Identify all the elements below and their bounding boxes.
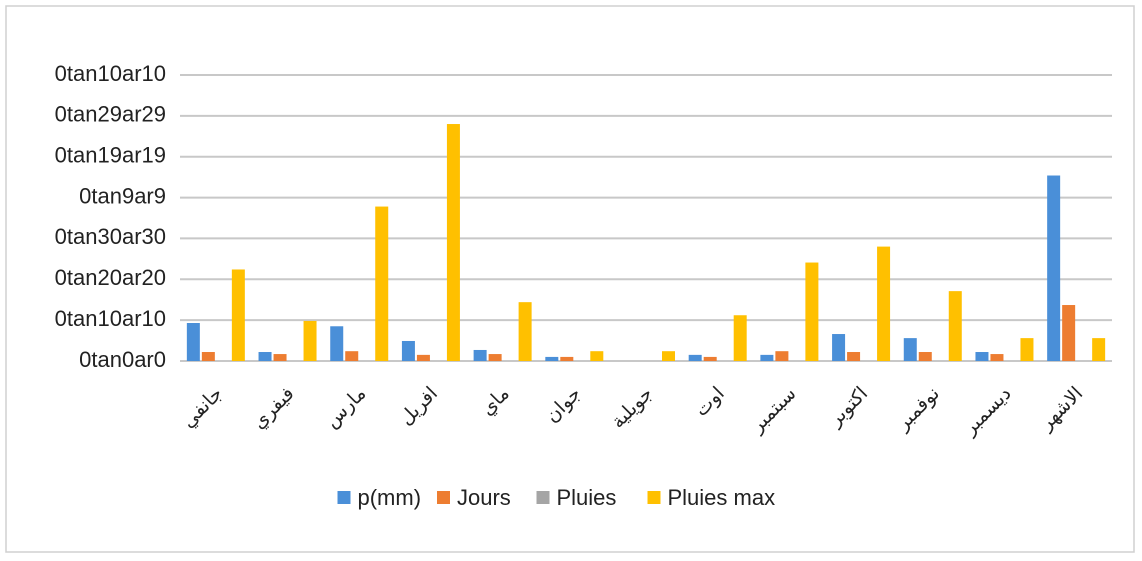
- bar: [1062, 305, 1076, 361]
- bar: [303, 320, 317, 361]
- bar: [775, 351, 789, 361]
- legend-swatch: [647, 491, 661, 504]
- bar: [518, 302, 532, 361]
- legend-swatch: [337, 491, 351, 504]
- bar: [948, 291, 962, 361]
- bar: [903, 338, 917, 361]
- bar: [258, 352, 272, 361]
- bar: [330, 326, 344, 361]
- bar: [918, 352, 932, 361]
- bar: [760, 354, 774, 361]
- bar: [688, 354, 702, 361]
- bar: [990, 354, 1004, 361]
- bar: [201, 352, 215, 361]
- y-tick-label: 0tan10ar10: [55, 306, 166, 331]
- bar: [186, 323, 200, 361]
- bar: [473, 349, 487, 361]
- y-tick-label: 0tan9ar9: [79, 183, 166, 208]
- bar: [877, 246, 891, 361]
- bar: [446, 124, 460, 362]
- bar: [273, 354, 287, 361]
- bar: [375, 206, 389, 361]
- legend-swatch: [536, 491, 550, 504]
- y-tick-label: 0tan10ar10: [55, 61, 166, 86]
- bar: [560, 356, 574, 361]
- bar: [975, 352, 989, 361]
- bar: [662, 351, 675, 361]
- bar: [590, 351, 604, 361]
- bar: [805, 262, 819, 361]
- legend-label: Jours: [457, 485, 511, 510]
- bar: [1047, 175, 1061, 361]
- bar: [703, 356, 717, 361]
- legend-label: Pluies max: [668, 485, 776, 510]
- y-tick-label: 0tan20ar20: [55, 265, 166, 290]
- legend-label: p(mm): [358, 485, 422, 510]
- bar: [545, 356, 559, 361]
- bar: [416, 354, 430, 361]
- bar: [1092, 338, 1106, 361]
- legend-label: Pluies: [557, 485, 617, 510]
- bar: [231, 269, 245, 361]
- y-tick-label: 0tan29ar29: [55, 102, 166, 127]
- y-tick-label: 0tan30ar30: [55, 224, 166, 249]
- legend-swatch: [437, 491, 450, 504]
- bar: [847, 352, 861, 361]
- bar: [1020, 338, 1034, 361]
- bar: [733, 315, 747, 361]
- bar: [401, 340, 415, 361]
- y-tick-label: 0tan19ar19: [55, 143, 166, 168]
- bar: [832, 334, 846, 361]
- bar: [345, 351, 359, 361]
- y-tick-label: 0tan0ar0: [79, 347, 166, 372]
- bar: [488, 354, 502, 361]
